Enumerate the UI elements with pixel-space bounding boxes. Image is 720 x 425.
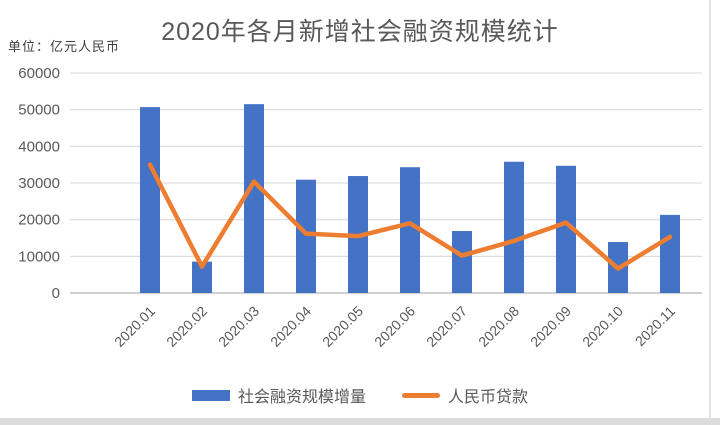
svg-text:2020.01: 2020.01 — [111, 303, 158, 350]
svg-text:2020.06: 2020.06 — [371, 303, 418, 350]
svg-text:2020.02: 2020.02 — [163, 303, 210, 350]
svg-text:30000: 30000 — [18, 175, 60, 192]
svg-text:2020.04: 2020.04 — [267, 303, 314, 350]
svg-text:2020.09: 2020.09 — [527, 303, 574, 350]
legend-item-bar-series: 社会融资规模增量 — [191, 383, 366, 407]
svg-text:2020.08: 2020.08 — [475, 303, 522, 350]
unit-label: 单位：亿元人民币 — [8, 39, 121, 54]
svg-text:60000: 60000 — [18, 65, 60, 82]
svg-text:40000: 40000 — [18, 138, 60, 155]
svg-text:0: 0 — [52, 285, 60, 302]
chart-right-border — [709, 0, 711, 419]
chart-bottom-border — [0, 418, 720, 425]
bar-series-label: 社会融资规模增量 — [237, 389, 366, 406]
svg-text:2020.11: 2020.11 — [632, 303, 679, 350]
svg-text:2020.07: 2020.07 — [423, 303, 470, 350]
line-series-swatch-icon — [402, 392, 440, 398]
svg-text:2020.03: 2020.03 — [215, 303, 262, 350]
chart-title: 2020年各月新增社会融资规模统计 — [161, 18, 559, 46]
svg-text:20000: 20000 — [18, 212, 60, 229]
line-series-label: 人民币贷款 — [448, 389, 529, 406]
legend: 社会融资规模增量 人民币贷款 — [0, 382, 720, 408]
svg-text:10000: 10000 — [18, 248, 60, 265]
legend-item-line-series: 人民币贷款 — [402, 383, 528, 407]
svg-text:2020.05: 2020.05 — [319, 303, 366, 350]
bar-series-swatch-icon — [191, 389, 230, 401]
svg-text:2020.10: 2020.10 — [579, 303, 626, 350]
svg-text:50000: 50000 — [18, 102, 60, 119]
